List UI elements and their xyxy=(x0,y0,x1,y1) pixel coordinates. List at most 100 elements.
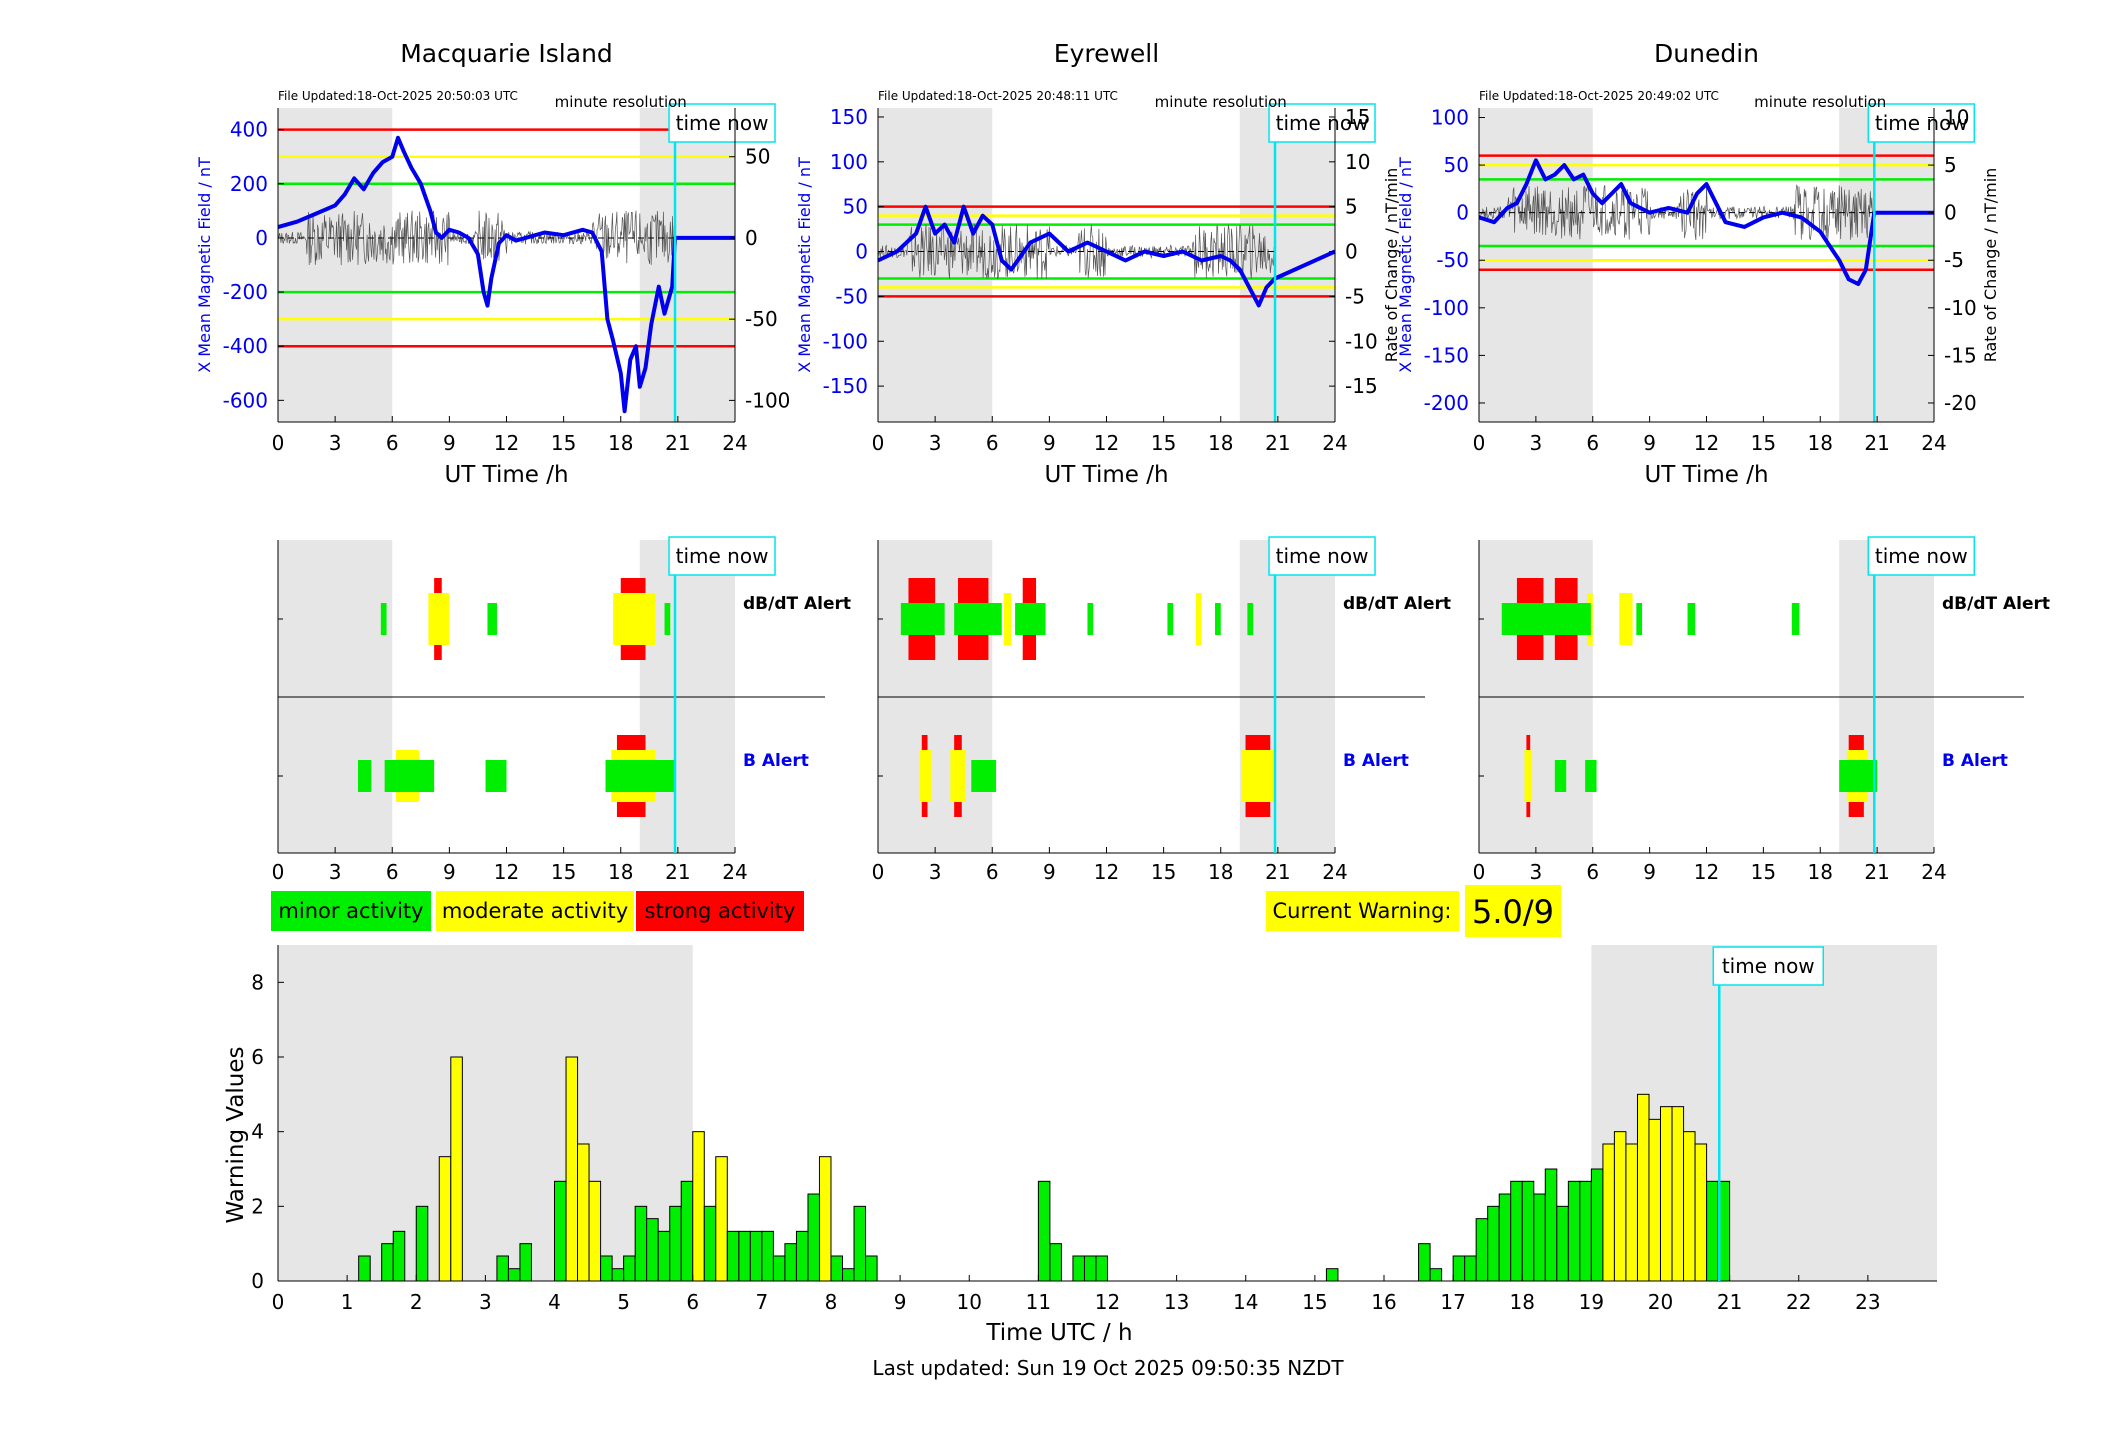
dbdt-alert-label: dB/dT Alert xyxy=(1942,594,2050,614)
x-tick-label: 23 xyxy=(1855,1290,1880,1314)
shaded-region xyxy=(278,945,693,1281)
x-tick-label: 9 xyxy=(443,431,456,455)
x-tick-label: 15 xyxy=(1151,431,1176,455)
y-tick-label: -400 xyxy=(223,334,268,358)
x-tick-label: 0 xyxy=(272,860,285,884)
time-now-box xyxy=(1268,103,1376,143)
warning-bar xyxy=(669,1205,682,1282)
x-tick-label: 24 xyxy=(1322,431,1347,455)
warning-bar xyxy=(1083,1255,1097,1282)
dbdt-alert-segment xyxy=(1501,603,1591,635)
y-tick-label: 50 xyxy=(1444,153,1469,177)
warning-bar xyxy=(830,1255,844,1282)
y-right-tick-label: -10 xyxy=(1944,296,1977,320)
warning-bar xyxy=(1590,1168,1604,1282)
x-tick-label: 0 xyxy=(272,1290,285,1314)
y-tick-label: 2 xyxy=(251,1194,264,1218)
x-tick-label: 3 xyxy=(929,860,942,884)
current-warning-label: Current Warning: xyxy=(1273,899,1452,923)
warning-bar xyxy=(577,1143,590,1282)
shaded-region xyxy=(278,108,393,422)
x-tick-label: 3 xyxy=(1530,431,1543,455)
dbdt-alert-label: dB/dT Alert xyxy=(743,594,851,614)
x-tick-label: 0 xyxy=(1473,431,1486,455)
warning-bar xyxy=(588,1180,602,1282)
legend-moderate-label: moderate activity xyxy=(442,899,628,923)
x-tick-label: 15 xyxy=(551,431,576,455)
x-tick-label: 15 xyxy=(551,860,576,884)
warning-bar xyxy=(381,1243,394,1282)
y-axis-label-left: X Mean Magnetic Field / nT xyxy=(795,157,814,373)
y-tick-label: 0 xyxy=(855,240,868,264)
magnetic-panel-0: time now 400 200 0 -200 -400 -600 50 0 -50 -100 0 3 6… xyxy=(195,39,790,488)
time-now-label: time now xyxy=(1875,111,1968,135)
dbdt-alert-segment xyxy=(613,593,656,645)
warning-bar xyxy=(1498,1193,1512,1282)
warning-bar xyxy=(554,1180,567,1282)
warning-bar xyxy=(1706,1180,1719,1282)
warning-bar xyxy=(1579,1180,1592,1282)
y-tick-label: -150 xyxy=(823,374,868,398)
y-right-tick-label: -10 xyxy=(1345,329,1378,353)
dbdt-alert-segment xyxy=(1003,593,1012,645)
x-tick-label: 3 xyxy=(479,1290,492,1314)
warning-bar xyxy=(842,1268,855,1282)
x-tick-label: 9 xyxy=(443,860,456,884)
y-right-tick-label: -15 xyxy=(1944,343,1977,367)
warning-bar xyxy=(1648,1118,1661,1282)
warning-bar xyxy=(784,1243,797,1282)
time-now-label: time now xyxy=(676,111,769,135)
legend-strong-swatch xyxy=(636,891,804,931)
current-warning-value: 5.0/9 xyxy=(1472,893,1554,931)
dbdt-alert-segment xyxy=(1619,593,1633,645)
y-axis-label-right: Rate of Change / nT/min xyxy=(1981,168,2000,363)
y-tick-label: -100 xyxy=(823,329,868,353)
warning-bar xyxy=(646,1218,659,1282)
warning-bar xyxy=(1556,1205,1569,1282)
x-tick-label: 12 xyxy=(1694,860,1719,884)
time-now-box xyxy=(1867,103,1976,143)
y-right-tick-label: -100 xyxy=(745,388,790,412)
warning-bar xyxy=(1325,1268,1339,1282)
time-now-label: time now xyxy=(1276,544,1369,568)
warning-bar xyxy=(772,1255,786,1282)
x-tick-label: 15 xyxy=(1751,431,1776,455)
warning-bar xyxy=(1544,1168,1558,1282)
x-tick-label: 4 xyxy=(548,1290,561,1314)
warning-bar xyxy=(865,1255,878,1282)
x-tick-label: 24 xyxy=(1921,431,1946,455)
x-tick-label: 6 xyxy=(1586,860,1599,884)
x-tick-label: 24 xyxy=(1322,860,1347,884)
warning-bar xyxy=(519,1243,532,1282)
x-tick-label: 21 xyxy=(665,860,690,884)
x-tick-label: 24 xyxy=(1921,860,1946,884)
warning-bar xyxy=(1452,1255,1466,1282)
x-tick-label: 21 xyxy=(1864,431,1889,455)
warning-bar xyxy=(749,1230,763,1282)
time-now-label: time now xyxy=(1276,111,1369,135)
time-now-label: time now xyxy=(676,544,769,568)
warning-bar xyxy=(1636,1093,1650,1282)
x-tick-label: 18 xyxy=(608,431,633,455)
x-tick-label: 0 xyxy=(1473,860,1486,884)
field-series-line xyxy=(1478,158,1934,286)
dbdt-alert-segment xyxy=(1247,603,1254,635)
warning-bar xyxy=(680,1180,694,1282)
warning-bar xyxy=(634,1205,648,1282)
b-alert-label: B Alert xyxy=(743,751,809,771)
warning-bar xyxy=(623,1255,636,1282)
x-tick-label: 12 xyxy=(1694,431,1719,455)
warning-bar xyxy=(1521,1180,1535,1282)
warning-bar xyxy=(738,1230,751,1282)
warning-bar xyxy=(496,1255,509,1282)
dbdt-alert-segment xyxy=(1687,603,1696,635)
y-axis-label-left: X Mean Magnetic Field / nT xyxy=(1396,157,1415,373)
y-right-tick-label: 10 xyxy=(1944,106,1969,130)
file-updated-label: File Updated:18-Oct-2025 20:48:11 UTC xyxy=(878,89,1118,103)
warning-bar xyxy=(1613,1131,1627,1282)
y-right-tick-label: 15 xyxy=(1345,105,1370,129)
x-tick-label: 11 xyxy=(1026,1290,1051,1314)
x-tick-label: 0 xyxy=(272,431,285,455)
warning-bar xyxy=(795,1230,809,1282)
